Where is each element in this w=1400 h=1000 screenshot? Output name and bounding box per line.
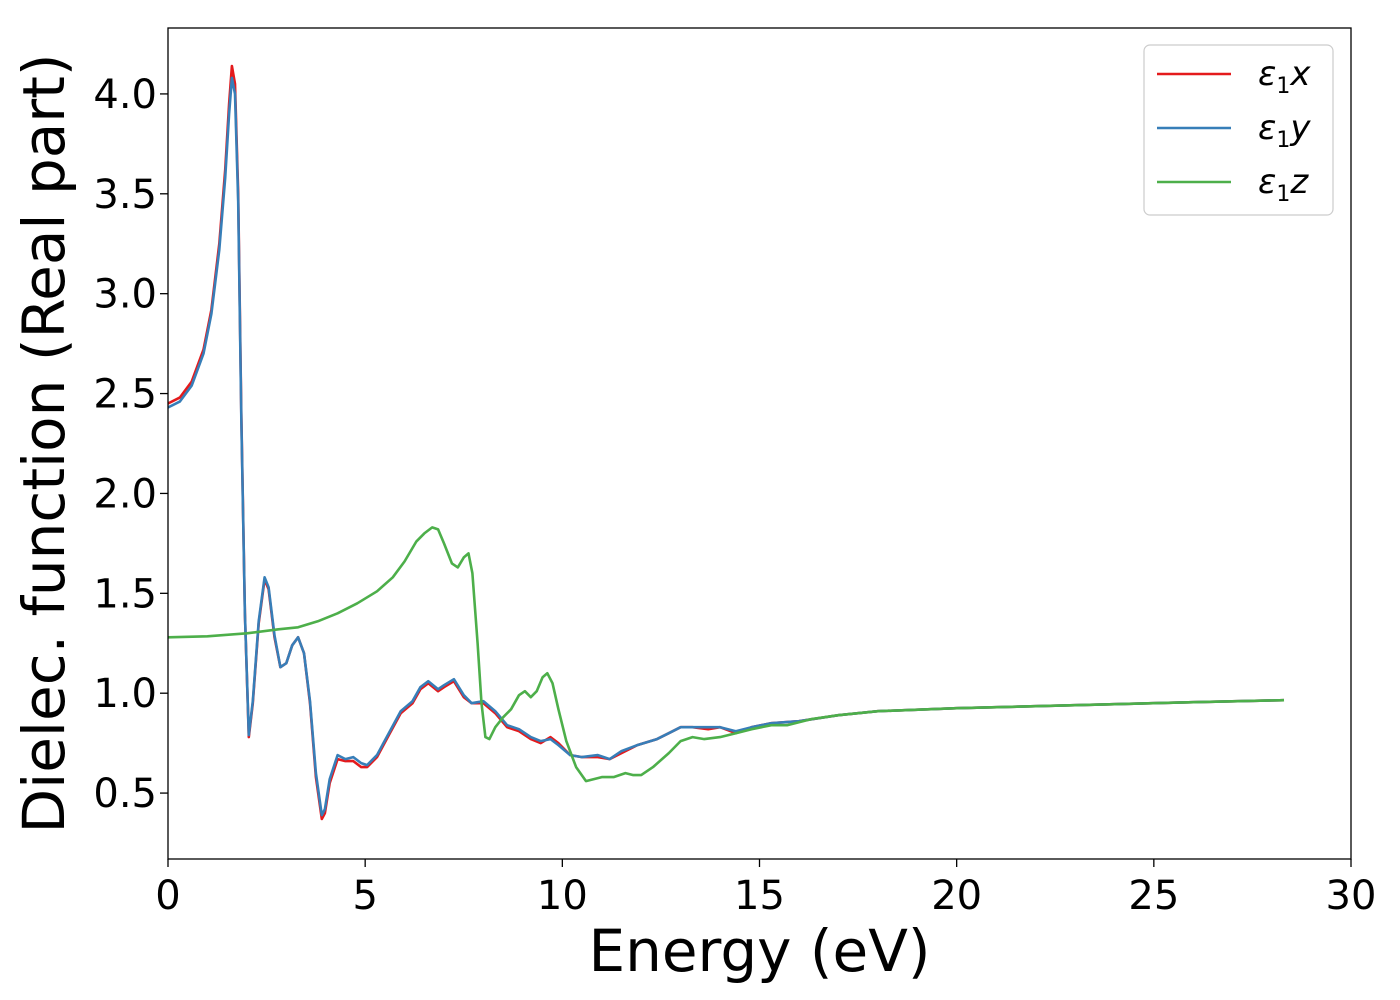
legend-box (1143, 44, 1334, 216)
y-tick-label: 1.0 (93, 671, 157, 717)
x-tick-label: 10 (537, 873, 588, 919)
x-axis-ticks: 0 5 10 15 20 25 30 (155, 859, 1376, 919)
y-tick-label: 4.0 (93, 72, 157, 118)
legend-epsilon: ε (1258, 54, 1276, 94)
series-line-z (167, 526, 1285, 783)
legend-subscript: 1 (1276, 74, 1290, 99)
legend-label-x: ε1x (1258, 54, 1311, 99)
x-tick-label: 0 (155, 873, 180, 919)
y-tick-label: 1.5 (93, 571, 157, 617)
x-tick-label: 5 (352, 873, 377, 919)
y-tick-label: 3.5 (93, 172, 157, 218)
y-tick-label: 2.5 (93, 372, 157, 418)
legend-epsilon: ε (1258, 162, 1276, 202)
legend-subscript: 1 (1276, 128, 1290, 153)
x-axis-title: Energy (eV) (588, 917, 930, 985)
x-tick-label: 25 (1128, 873, 1179, 919)
y-axis-title: Dielec. function (Real part) (10, 53, 78, 833)
x-tick-label: 15 (734, 873, 785, 919)
legend-subscript: 1 (1276, 182, 1290, 207)
y-tick-label: 2.0 (93, 471, 157, 517)
legend-component: x (1289, 54, 1311, 94)
y-axis-ticks: 0.5 1.0 1.5 2.0 2.5 3.0 3.5 4.0 (93, 72, 168, 817)
x-tick-label: 30 (1326, 873, 1377, 919)
series-line-x (167, 64, 1285, 821)
x-tick-label: 20 (931, 873, 982, 919)
legend-component: y (1289, 108, 1311, 148)
y-tick-label: 3.0 (93, 272, 157, 318)
legend-label-z: ε1z (1258, 162, 1309, 207)
legend-component: z (1289, 162, 1309, 202)
legend-epsilon: ε (1258, 108, 1276, 148)
series-layer (167, 64, 1285, 821)
y-tick-label: 0.5 (93, 771, 157, 817)
legend-label-y: ε1y (1258, 108, 1311, 153)
series-line-y (167, 76, 1285, 817)
